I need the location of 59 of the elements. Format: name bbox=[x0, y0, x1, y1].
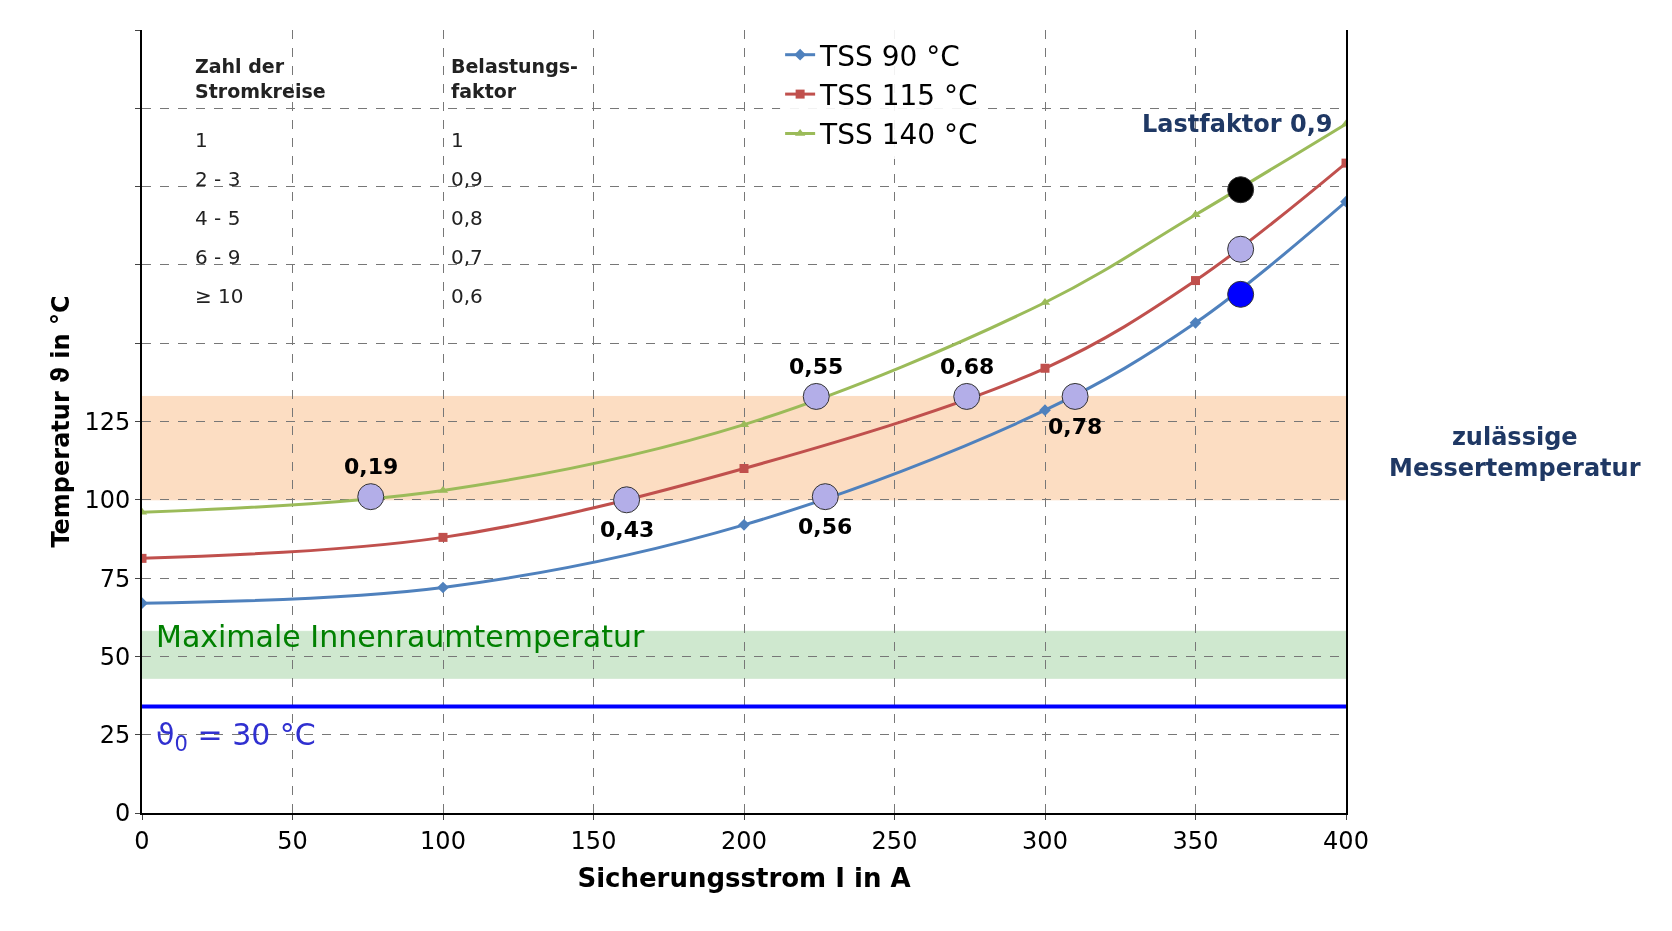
text: zulässige Messertemperatur bbox=[1389, 423, 1641, 483]
annotation: Zahl der Stromkreise bbox=[195, 55, 326, 102]
annotation: 0,9 bbox=[451, 167, 483, 191]
point bbox=[811, 483, 839, 511]
point bbox=[1227, 235, 1255, 263]
point bbox=[1227, 176, 1255, 204]
legend-label: TSS 115 °C bbox=[819, 79, 978, 113]
point bbox=[357, 483, 385, 511]
x-tick-label: 150 bbox=[570, 826, 617, 855]
annotation: 0,19 bbox=[344, 454, 399, 479]
y-tick-label: 50 bbox=[99, 642, 131, 671]
point bbox=[1061, 382, 1089, 410]
point bbox=[613, 486, 641, 514]
annotation: 0,6 bbox=[451, 284, 483, 308]
x-tick-label: 400 bbox=[1323, 826, 1369, 855]
y-axis-title: Temperatur ϑ in °C bbox=[46, 295, 75, 548]
point bbox=[1040, 363, 1050, 373]
annotation: 4 - 5 bbox=[195, 206, 241, 230]
point bbox=[953, 382, 981, 410]
x-tick-label: 0 bbox=[134, 826, 150, 855]
annotation: 0,78 bbox=[1048, 414, 1103, 439]
x-tick-label: 250 bbox=[871, 826, 918, 855]
annotation: 0,55 bbox=[789, 354, 844, 379]
annotation: 6 - 9 bbox=[195, 245, 241, 269]
annotation: Maximale Innenraumtemperatur bbox=[156, 619, 646, 654]
y-tick-label: 125 bbox=[84, 407, 131, 436]
annotation: 0,8 bbox=[451, 206, 483, 230]
x-axis-title: Sicherungsstrom I in A bbox=[577, 863, 911, 893]
annotation: 0,68 bbox=[940, 354, 995, 379]
annotation: 1 bbox=[195, 128, 208, 152]
x-tick-label: 300 bbox=[1022, 826, 1068, 855]
annotation: Lastfaktor 0,9 bbox=[1142, 110, 1333, 138]
point bbox=[1227, 280, 1255, 308]
point bbox=[438, 532, 448, 542]
x-tick-label: 200 bbox=[721, 826, 767, 855]
y-tick-label: 0 bbox=[114, 799, 131, 828]
y-tick-label: 100 bbox=[84, 486, 131, 515]
y-tick-label: 75 bbox=[99, 564, 131, 593]
x-tick-label: 100 bbox=[420, 826, 466, 855]
point bbox=[437, 581, 449, 594]
annotation: 0,7 bbox=[451, 245, 483, 269]
point bbox=[739, 463, 749, 473]
y-tick-label: 25 bbox=[99, 721, 131, 750]
annotation: ϑ$_{0}$ = 30 °C bbox=[156, 717, 316, 757]
point bbox=[1189, 316, 1202, 329]
legend-label: TSS 140 °C bbox=[819, 118, 978, 152]
annotation: 0,43 bbox=[600, 517, 655, 542]
point bbox=[1191, 276, 1200, 286]
annotation: Belastungs- faktor bbox=[451, 55, 578, 102]
x-tick-label: 50 bbox=[277, 826, 308, 855]
annotation: 0,56 bbox=[798, 514, 853, 539]
legend-label: TSS 90 °C bbox=[819, 39, 960, 73]
annotation: 2 - 3 bbox=[195, 167, 241, 191]
x-tick-label: 350 bbox=[1172, 826, 1219, 855]
point bbox=[1039, 404, 1051, 417]
annotation: 1 bbox=[451, 128, 464, 152]
point bbox=[802, 382, 830, 410]
point bbox=[1190, 210, 1201, 218]
annotation: ≥ 10 bbox=[195, 284, 244, 308]
